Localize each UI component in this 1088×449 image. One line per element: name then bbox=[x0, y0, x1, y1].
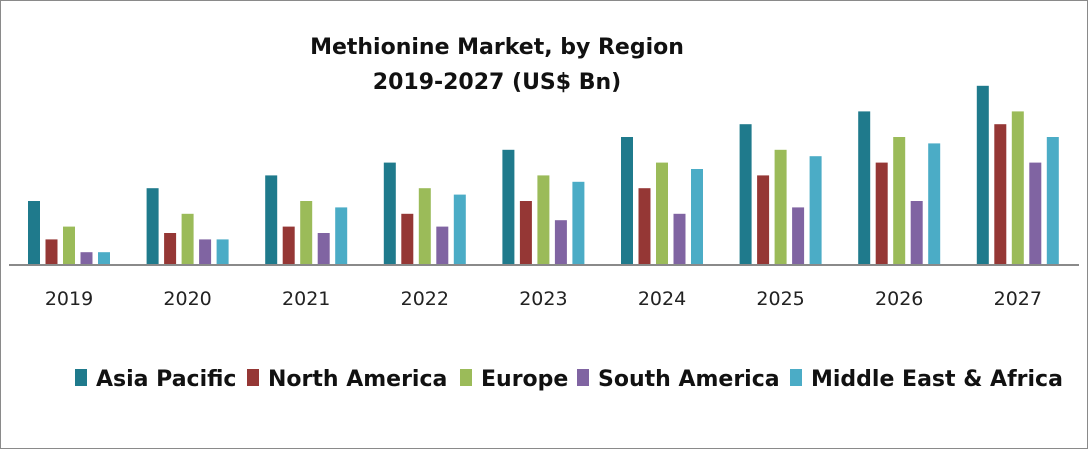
x-tick-label: 2019 bbox=[45, 288, 93, 310]
x-tick-label: 2025 bbox=[756, 288, 804, 310]
bar-europe-2019 bbox=[63, 226, 75, 265]
bar-middle-east-africa-2019 bbox=[98, 252, 110, 265]
bar-south-america-2022 bbox=[436, 226, 449, 265]
bar-asia-pacific-2027 bbox=[976, 85, 989, 265]
legend-label: Asia Pacific bbox=[96, 367, 236, 392]
legend-label: Europe bbox=[481, 367, 568, 392]
bar-south-america-2019 bbox=[80, 252, 93, 265]
legend-swatch bbox=[577, 369, 589, 386]
bar-europe-2025 bbox=[774, 149, 787, 265]
legend-label: North America bbox=[268, 367, 447, 392]
bar-north-america-2025 bbox=[757, 175, 770, 265]
bar-north-america-2023 bbox=[519, 201, 532, 265]
bar-middle-east-africa-2024 bbox=[691, 169, 703, 265]
bar-north-america-2021 bbox=[282, 226, 295, 265]
bar-north-america-2022 bbox=[401, 213, 414, 265]
bar-middle-east-africa-2020 bbox=[216, 239, 229, 265]
bar-europe-2024 bbox=[656, 162, 668, 265]
x-tick-label: 2022 bbox=[401, 288, 449, 310]
bar-north-america-2024 bbox=[638, 188, 651, 265]
bar-middle-east-africa-2021 bbox=[335, 207, 348, 265]
bar-asia-pacific-2022 bbox=[383, 162, 396, 265]
x-tick-label: 2024 bbox=[638, 288, 686, 310]
x-tick-label: 2020 bbox=[163, 288, 211, 310]
bar-south-america-2025 bbox=[792, 207, 805, 265]
bar-south-america-2027 bbox=[1029, 162, 1042, 265]
bar-middle-east-africa-2026 bbox=[928, 143, 941, 265]
bar-south-america-2024 bbox=[673, 213, 686, 265]
bar-asia-pacific-2024 bbox=[621, 137, 633, 265]
bar-north-america-2019 bbox=[45, 239, 58, 265]
legend-label: Middle East & Africa bbox=[811, 367, 1063, 392]
bar-middle-east-africa-2022 bbox=[453, 194, 466, 265]
bar-europe-2023 bbox=[537, 175, 550, 265]
legend-swatch bbox=[460, 369, 472, 386]
bar-middle-east-africa-2027 bbox=[1046, 137, 1059, 265]
bar-europe-2027 bbox=[1011, 111, 1024, 266]
bar-europe-2021 bbox=[300, 201, 313, 265]
chart-title-line-2: 2019-2027 (US$ Bn) bbox=[373, 70, 621, 95]
legend-swatch bbox=[247, 369, 259, 386]
bar-asia-pacific-2026 bbox=[858, 111, 871, 266]
bar-asia-pacific-2023 bbox=[502, 149, 515, 265]
bar-europe-2022 bbox=[418, 188, 431, 265]
bar-north-america-2027 bbox=[994, 124, 1007, 265]
x-tick-label: 2026 bbox=[875, 288, 923, 310]
bar-asia-pacific-2025 bbox=[739, 124, 752, 265]
bar-asia-pacific-2020 bbox=[146, 188, 159, 265]
legend-swatch bbox=[75, 369, 87, 386]
bar-south-america-2026 bbox=[910, 201, 923, 265]
bar-asia-pacific-2021 bbox=[265, 175, 278, 265]
bar-south-america-2023 bbox=[554, 220, 567, 265]
bar-europe-2026 bbox=[893, 137, 906, 265]
bar-europe-2020 bbox=[181, 213, 194, 265]
x-tick-label: 2027 bbox=[994, 288, 1042, 310]
bar-middle-east-africa-2023 bbox=[572, 181, 585, 265]
legend-label: South America bbox=[598, 367, 780, 392]
bar-south-america-2021 bbox=[317, 233, 330, 265]
bar-north-america-2020 bbox=[164, 233, 177, 265]
bar-south-america-2020 bbox=[199, 239, 212, 265]
legend-swatch bbox=[790, 369, 802, 386]
chart-title-line-1: Methionine Market, by Region bbox=[310, 35, 684, 60]
bar-north-america-2026 bbox=[875, 162, 888, 265]
x-tick-label: 2021 bbox=[282, 288, 330, 310]
bar-middle-east-africa-2025 bbox=[809, 156, 822, 265]
bar-asia-pacific-2019 bbox=[28, 201, 40, 265]
x-tick-label: 2023 bbox=[519, 288, 567, 310]
